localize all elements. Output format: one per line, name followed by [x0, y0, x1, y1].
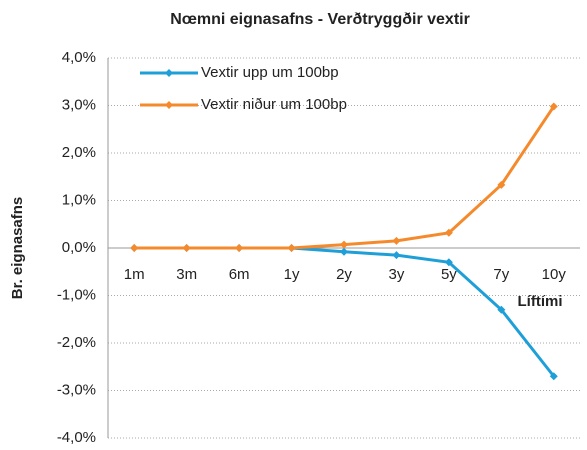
y-tick-label: 0,0%	[62, 239, 96, 256]
data-point	[392, 236, 401, 245]
x-tick-label: 5y	[441, 266, 457, 283]
data-point	[392, 251, 401, 260]
data-point	[497, 305, 506, 314]
data-point	[130, 244, 139, 252]
data-point	[444, 258, 453, 267]
data-point	[340, 240, 348, 249]
x-tick-label: 6m	[229, 266, 250, 283]
data-point	[549, 372, 558, 381]
chart-title: Nœmni eignasafns - Verðtryggðir vextir	[170, 11, 470, 28]
y-tick-label: 1,0%	[62, 191, 96, 208]
data-point	[287, 244, 296, 252]
y-tick-label: -1,0%	[57, 286, 96, 303]
y-tick-label: 4,0%	[62, 49, 96, 66]
y-tick-label: -2,0%	[57, 334, 96, 351]
x-tick-label: 2y	[336, 266, 352, 283]
x-tick-label: 3y	[389, 266, 405, 283]
data-point	[340, 247, 348, 256]
data-point	[497, 180, 506, 189]
y-tick-label: 3,0%	[62, 96, 96, 113]
data-point	[549, 102, 558, 111]
x-axis-label: Líftími	[518, 293, 563, 310]
x-tick-label: 7y	[493, 266, 509, 283]
y-tick-label: 2,0%	[62, 144, 96, 161]
legend-marker	[165, 101, 173, 109]
x-tick-label: 3m	[176, 266, 197, 283]
legend-label: Vextir niður um 100bp	[201, 96, 347, 113]
legend-marker	[165, 69, 173, 77]
data-point	[444, 228, 453, 237]
y-axis-label: Br. eignasafns	[9, 197, 26, 300]
series-line	[134, 105, 556, 250]
x-tick-label: 1y	[284, 266, 300, 283]
x-tick-label: 1m	[124, 266, 145, 283]
y-tick-label: -3,0%	[57, 381, 96, 398]
data-point	[235, 244, 244, 252]
x-tick-label: 10y	[542, 266, 567, 283]
y-tick-label: -4,0%	[57, 429, 96, 446]
data-point	[182, 244, 191, 252]
legend-label: Vextir upp um 100bp	[201, 64, 339, 81]
